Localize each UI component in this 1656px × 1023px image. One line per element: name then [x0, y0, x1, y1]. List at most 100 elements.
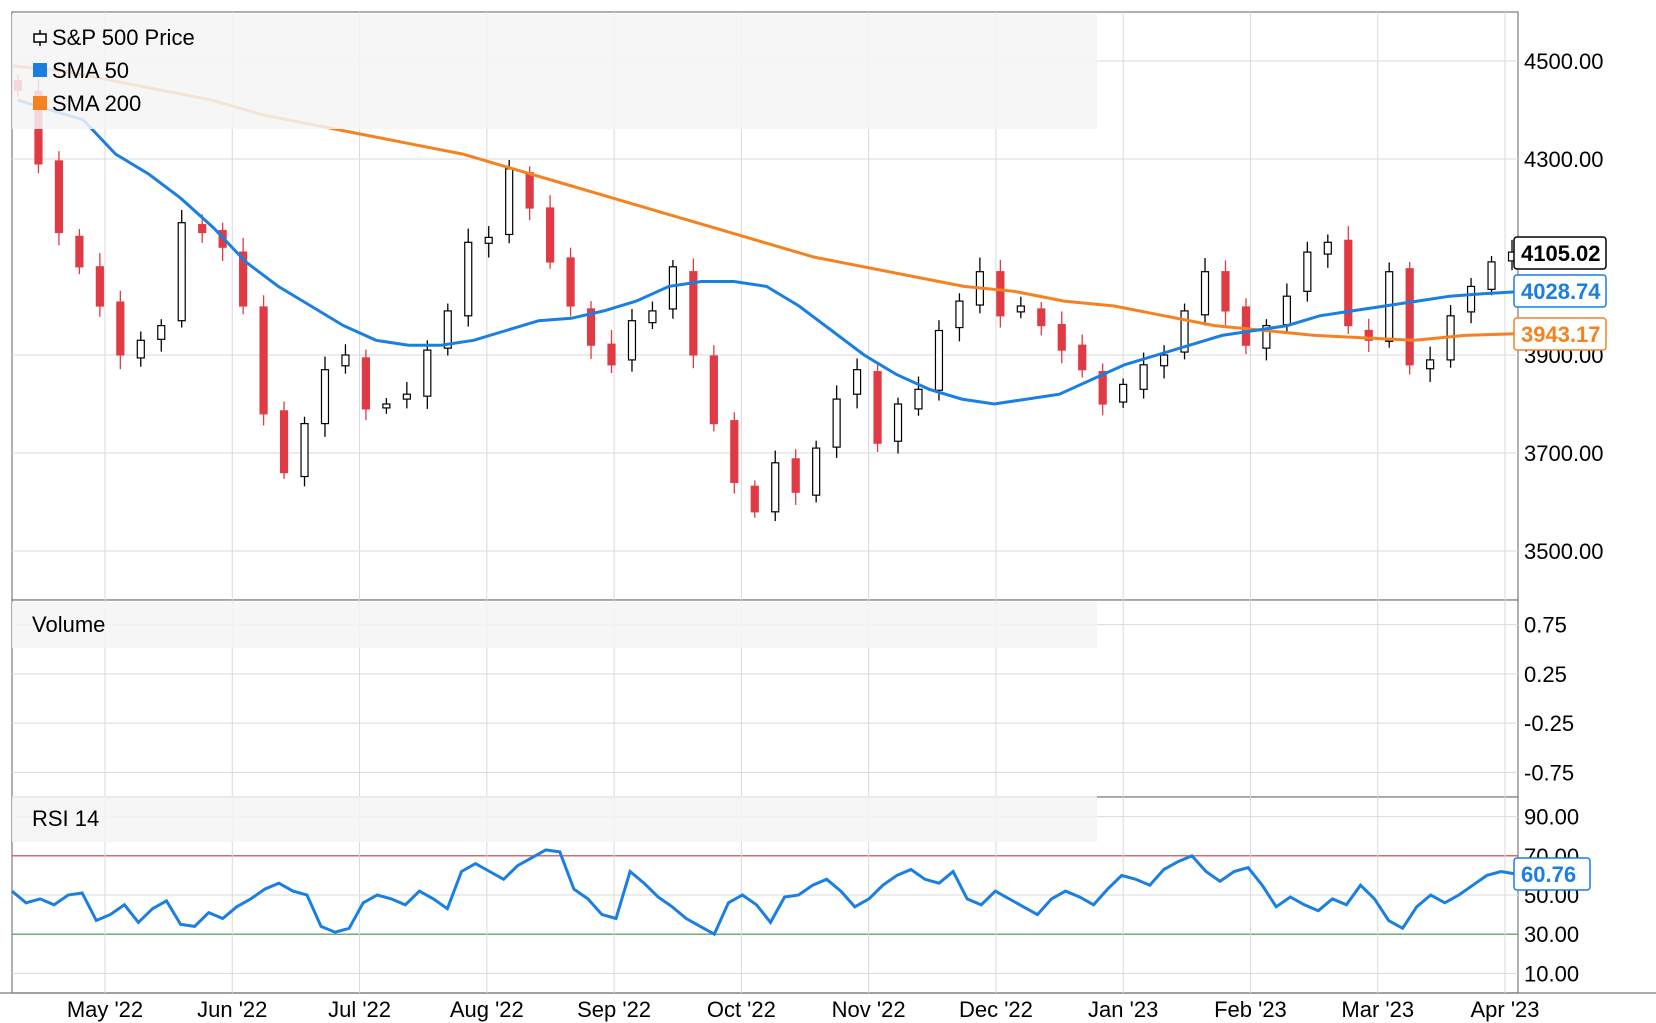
sma50-last-value: 4028.74: [1521, 279, 1601, 304]
candle: [812, 440, 821, 503]
candle: [1344, 226, 1353, 334]
candle: [1262, 319, 1271, 361]
rsi-badge: 60.76: [1513, 857, 1591, 891]
candle: [668, 259, 678, 319]
legend-sma50-label: SMA 50: [52, 58, 129, 83]
candle: [1159, 345, 1169, 379]
rsi-y-tick-label: 90.00: [1524, 805, 1579, 830]
rsi-line: [11, 848, 1516, 937]
rsi-title-bg: [12, 796, 1097, 842]
sma50-line: [17, 98, 1516, 406]
candle: [546, 195, 555, 269]
candle: [443, 303, 452, 356]
rsi-y-tick-label: 10.00: [1524, 961, 1579, 986]
x-tick-label: Oct '22: [707, 997, 776, 1022]
last-close-badge: 4105.02: [1513, 236, 1607, 270]
candle: [893, 397, 903, 454]
price-y-tick-label: 3700.00: [1524, 441, 1604, 466]
price-y-tick-label: 4500.00: [1524, 49, 1604, 74]
axis-labels: 4500.004300.003900.003700.003500.000.750…: [67, 49, 1604, 1022]
candle: [505, 159, 514, 244]
candle: [402, 381, 411, 409]
candle: [873, 362, 882, 453]
candle: [627, 308, 637, 372]
candle: [852, 358, 862, 409]
candle: [1016, 296, 1025, 319]
legend-sma200-label: SMA 200: [52, 91, 141, 116]
legend-price-label: S&P 500 Price: [52, 25, 195, 50]
volume-title-bg: [12, 602, 1097, 648]
candle: [279, 401, 289, 479]
candle: [689, 258, 698, 369]
chart-grid: [12, 12, 1518, 993]
volume-y-tick-label: 0.75: [1524, 613, 1567, 638]
candle: [607, 330, 616, 374]
rsi-panel-title: RSI 14: [32, 806, 99, 831]
candle: [320, 356, 330, 437]
candle: [832, 385, 841, 458]
candle: [1323, 234, 1332, 268]
candle: [54, 151, 64, 246]
sma200-badge: 3943.17: [1513, 317, 1607, 351]
x-tick-label: Jul '22: [328, 997, 391, 1022]
candle: [95, 253, 104, 317]
candle: [648, 301, 657, 330]
candle: [464, 228, 473, 327]
x-tick-label: May '22: [67, 997, 143, 1022]
x-tick-label: Feb '23: [1214, 997, 1287, 1022]
x-tick-label: Sep '22: [577, 997, 651, 1022]
volume-y-tick-label: -0.25: [1524, 711, 1574, 736]
candle: [955, 293, 964, 342]
x-tick-label: Jan '23: [1088, 997, 1158, 1022]
candle: [750, 480, 759, 518]
candle: [1487, 256, 1496, 296]
sma200-legend-swatch: [33, 96, 47, 110]
candle: [996, 259, 1005, 328]
candle: [1221, 260, 1230, 326]
candle: [239, 237, 248, 315]
candle: [1241, 298, 1251, 355]
x-tick-label: Apr '23: [1470, 997, 1539, 1022]
candle: [423, 340, 432, 409]
candle: [116, 290, 125, 370]
x-tick-label: Aug '22: [450, 997, 524, 1022]
candle: [1119, 378, 1128, 408]
candle: [157, 319, 166, 352]
candle: [136, 331, 145, 367]
rsi-y-tick-label: 30.00: [1524, 922, 1579, 947]
sma200-last-value: 3943.17: [1521, 322, 1601, 347]
candle: [484, 226, 493, 258]
x-tick-label: Dec '22: [959, 997, 1033, 1022]
candle: [1303, 241, 1312, 302]
candle: [75, 229, 84, 275]
candle: [934, 320, 944, 401]
candle: [730, 412, 739, 494]
candle: [300, 416, 309, 487]
candle: [1364, 318, 1373, 353]
candle: [1405, 261, 1414, 375]
candle: [791, 449, 800, 505]
price-legend: S&P 500 Price SMA 50 SMA 200: [12, 14, 1097, 129]
candle: [177, 209, 186, 328]
candle: [709, 345, 718, 432]
price-y-tick-label: 3500.00: [1524, 539, 1604, 564]
candle: [1180, 303, 1189, 360]
candle: [1078, 334, 1087, 378]
candle: [1200, 257, 1210, 326]
volume-y-tick-label: -0.75: [1524, 760, 1574, 785]
candle: [1426, 346, 1435, 382]
candlestick-icon: [33, 30, 47, 46]
volume-y-tick-label: 0.25: [1524, 662, 1567, 687]
candle: [1098, 363, 1107, 416]
candle: [771, 450, 780, 522]
x-tick-label: Mar '23: [1341, 997, 1414, 1022]
candle: [382, 398, 391, 414]
rsi-last-value: 60.76: [1521, 862, 1576, 887]
x-tick-label: Jun '22: [197, 997, 267, 1022]
candle: [1037, 302, 1046, 336]
candle: [566, 247, 575, 317]
volume-panel-title: Volume: [32, 612, 105, 637]
candle: [586, 301, 596, 359]
